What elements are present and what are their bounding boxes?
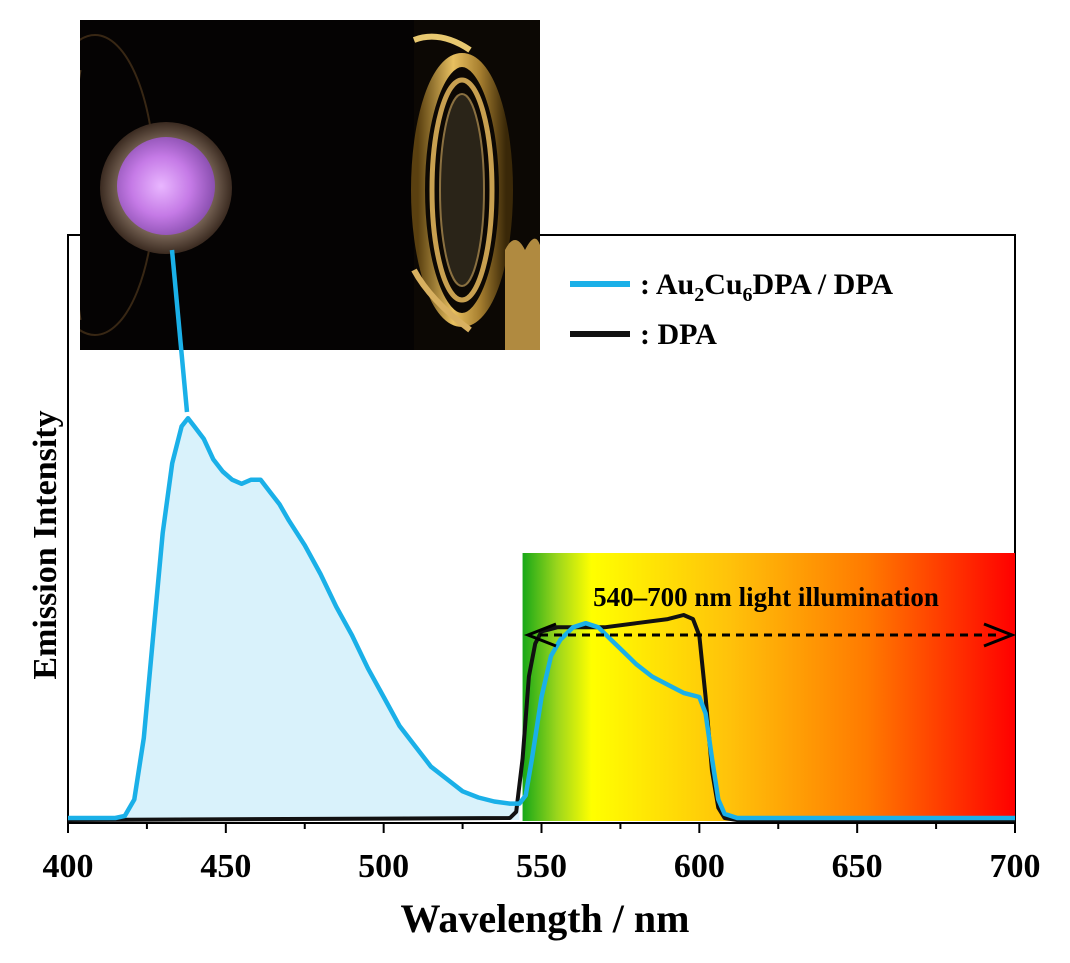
illumination-band (522, 553, 1015, 821)
x-tick-label: 450 (200, 848, 251, 885)
x-tick-label: 550 (516, 848, 567, 885)
inset-photo (80, 20, 540, 350)
series-line-dpa (67, 613, 1015, 822)
legend-label-dpa: : DPA (640, 318, 717, 351)
x-tick-label: 400 (43, 848, 94, 885)
inset-pointer (169, 249, 190, 413)
illumination-arrow (523, 622, 1017, 648)
legend-label-au2cu6dpa: : Au2Cu6DPA / DPA (640, 268, 893, 306)
series-line-au2cu6dpa (68, 415, 1015, 821)
series-fill-au2cu6dpa (68, 418, 520, 820)
x-axis: 400 450 500 550 600 650 700 (43, 823, 1041, 885)
x-tick-label: 600 (674, 848, 725, 885)
x-tick-label: 650 (832, 848, 883, 885)
glowing-sample-icon (117, 137, 215, 235)
legend: : Au2Cu6DPA / DPA : DPA (570, 268, 893, 351)
illumination-label: 540–700 nm light illumination (593, 582, 939, 612)
x-axis-title: Wavelength / nm (401, 896, 690, 941)
y-axis-title: Emission Intensity (27, 410, 64, 679)
x-tick-label: 700 (990, 848, 1041, 885)
x-tick-label: 500 (358, 848, 409, 885)
